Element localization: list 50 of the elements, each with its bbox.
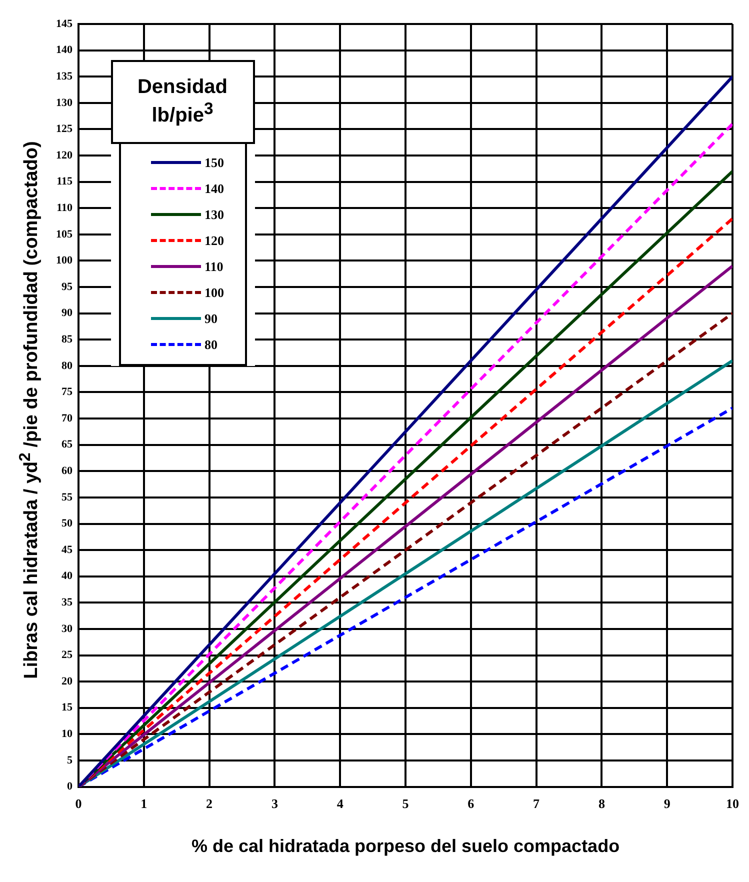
y-tick-label: 65 [62,438,73,451]
y-tick-label: 145 [56,18,73,30]
y-tick-label: 110 [56,202,73,214]
y-tick-label: 55 [62,491,73,504]
x-tick-label: 7 [533,796,540,811]
y-tick-label: 85 [62,333,73,346]
y-tick-label: 125 [56,123,73,136]
y-tick-label: 80 [62,360,73,372]
x-axis-title: % de cal hidratada porpeso del suelo compactado [191,836,620,856]
x-tick-label: 2 [206,796,213,811]
y-tick-label: 20 [62,675,73,688]
y-tick-label: 25 [62,649,73,662]
y-tick-label: 45 [62,544,73,556]
y-tick-label: 35 [62,596,73,609]
y-tick-label: 115 [56,176,73,188]
y-tick-label: 135 [56,70,73,82]
x-tick-label: 10 [726,796,739,811]
y-tick-label: 100 [56,254,73,267]
y-tick-label: 15 [62,702,73,714]
y-tick-label: 40 [62,570,73,582]
y-tick-label: 60 [62,465,73,477]
x-tick-label: 4 [336,796,344,811]
x-tick-label: 1 [140,796,148,811]
x-tick-label: 8 [598,796,606,811]
x-tick-label: 6 [468,796,475,811]
x-tick-label: 5 [402,796,410,811]
y-tick-label: 50 [62,518,73,530]
legend-label: 130 [204,206,224,223]
x-tick-label: 3 [271,796,278,811]
y-tick-label: 10 [62,728,73,740]
y-tick-label: 5 [67,754,73,766]
legend-label: 120 [204,232,224,249]
legend-label: 150 [204,154,224,171]
y-tick-label: 90 [62,307,73,320]
legend-label: 80 [204,336,218,353]
y-tick-label: 0 [67,780,73,793]
legend-title: Densidad lb/pie$^{3}$ [110,60,254,144]
legend-label: 110 [204,258,224,275]
legend-label: 140 [204,180,224,197]
legend-label: 90 [204,310,218,327]
legend-label: 100 [204,284,224,301]
y-tick-label: 30 [62,622,73,635]
y-tick-label: 105 [56,228,73,240]
y-tick-label: 95 [62,280,73,293]
x-tick-label: 9 [664,796,671,811]
y-tick-label: 75 [62,386,73,398]
y-tick-label: 140 [56,44,73,56]
y-tick-label: 120 [56,149,73,162]
y-tick-label: 70 [62,412,73,424]
y-tick-label: 130 [56,96,73,109]
